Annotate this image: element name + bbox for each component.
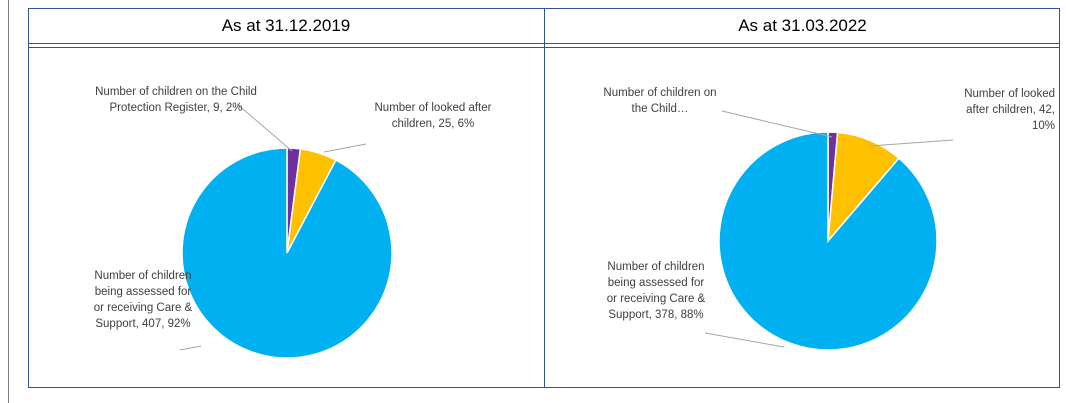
leader-line	[236, 103, 293, 152]
leader-line	[721, 110, 833, 138]
chart-area-2022: Number of children on the Child… Number …	[545, 48, 1060, 388]
page-left-edge	[8, 0, 9, 403]
slice-care-and-support	[718, 131, 938, 351]
data-label-cpr: Number of children on the Child Protecti…	[95, 86, 257, 114]
leader-line	[869, 139, 954, 147]
header-rule	[28, 44, 544, 48]
panel-header-2019: As at 31.12.2019	[28, 8, 544, 44]
data-label-cs: Number of children being assessed for or…	[93, 270, 193, 330]
panel-header-2022: As at 31.03.2022	[545, 8, 1060, 44]
data-label-lac: Number of looked after children, 25, 6%	[374, 102, 492, 130]
panel-2019: As at 31.12.2019 Number of children on t…	[28, 8, 544, 388]
leader-line	[323, 143, 367, 153]
slice-care-and-support	[181, 147, 393, 359]
leader-line	[704, 332, 785, 348]
data-label-cpr: Number of children on the Child…	[603, 87, 717, 115]
pie-chart-2022	[704, 110, 954, 351]
data-label-cs: Number of children being assessed for or…	[606, 261, 706, 321]
data-label-lac: Number of looked after children, 42, 10%	[964, 88, 1055, 132]
panel-2022: As at 31.03.2022 Number of children on t…	[544, 8, 1060, 388]
chart-area-2019: Number of children on the Child Protecti…	[28, 48, 544, 388]
header-rule	[545, 44, 1060, 48]
leader-line	[179, 345, 202, 351]
pie-chart-2019	[179, 103, 393, 359]
